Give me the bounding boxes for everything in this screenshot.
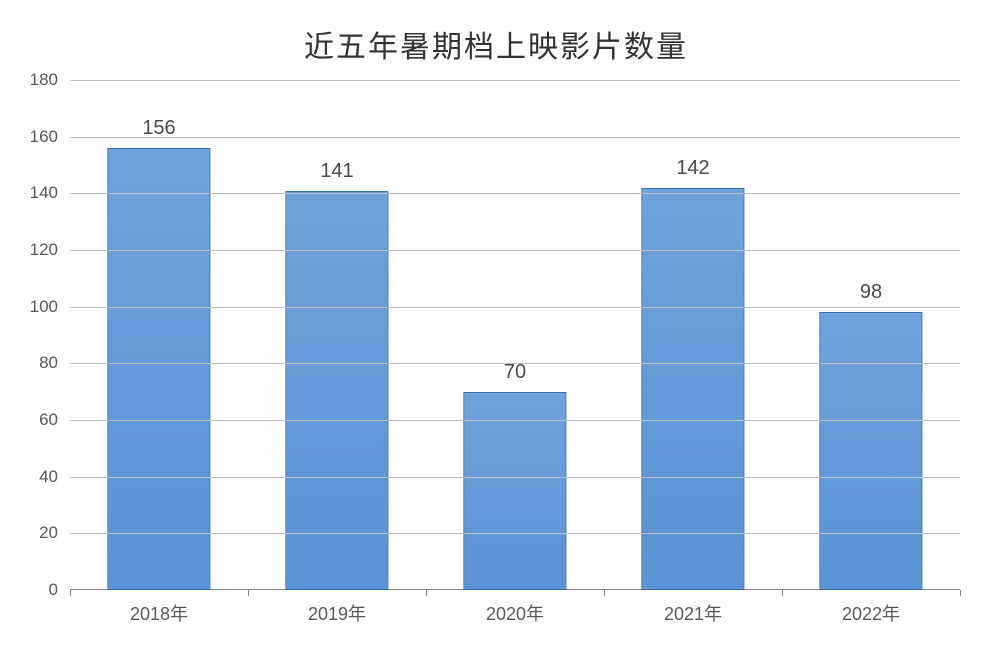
y-tick-label: 0 [49, 580, 58, 600]
x-tick [426, 590, 427, 596]
y-tick-label: 160 [30, 127, 58, 147]
bar-group: 1422021年 [604, 188, 782, 590]
gridline [70, 533, 960, 534]
y-tick-label: 140 [30, 183, 58, 203]
gridline [70, 80, 960, 81]
gridline [70, 477, 960, 478]
x-tick [960, 590, 961, 596]
bar [641, 188, 744, 590]
bar-value-label: 142 [676, 157, 709, 180]
bar [463, 392, 566, 590]
bars-container: 1562018年1412019年702020年1422021年982022年 [70, 80, 960, 590]
bar-value-label: 141 [320, 160, 353, 183]
x-category-label: 2021年 [664, 600, 722, 626]
gridline [70, 193, 960, 194]
gridline [70, 420, 960, 421]
y-tick-label: 120 [30, 240, 58, 260]
x-tick [604, 590, 605, 596]
x-tick [782, 590, 783, 596]
bar-group: 982022年 [782, 312, 960, 590]
chart-title: 近五年暑期档上映影片数量 [0, 0, 992, 76]
gridline [70, 363, 960, 364]
y-tick-label: 180 [30, 70, 58, 90]
y-tick-label: 40 [39, 467, 58, 487]
x-tick [248, 590, 249, 596]
x-tick [70, 590, 71, 596]
bar-group: 702020年 [426, 392, 604, 590]
x-category-label: 2019年 [308, 600, 366, 626]
gridline [70, 250, 960, 251]
y-tick-label: 100 [30, 297, 58, 317]
bar-value-label: 98 [860, 281, 882, 304]
bar [107, 148, 210, 590]
x-category-label: 2022年 [842, 600, 900, 626]
x-category-label: 2020年 [486, 600, 544, 626]
gridline [70, 307, 960, 308]
y-tick-label: 80 [39, 353, 58, 373]
bar [819, 312, 922, 590]
gridline [70, 137, 960, 138]
chart-container: 近五年暑期档上映影片数量 1562018年1412019年702020年1422… [0, 0, 992, 670]
plot-area: 1562018年1412019年702020年1422021年982022年 0… [70, 80, 960, 620]
y-tick-label: 20 [39, 523, 58, 543]
bar-group: 1562018年 [70, 148, 248, 590]
x-category-label: 2018年 [130, 600, 188, 626]
y-tick-label: 60 [39, 410, 58, 430]
